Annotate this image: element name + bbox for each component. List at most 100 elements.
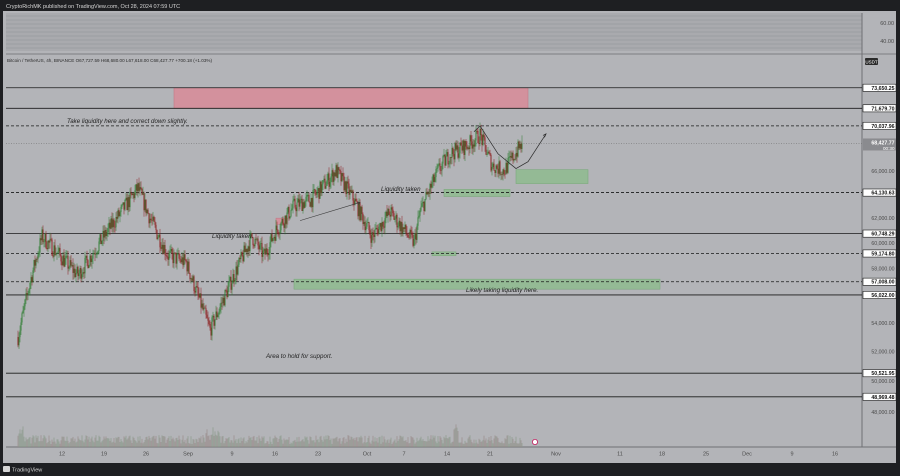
candle-body <box>226 290 228 298</box>
candle-body <box>483 134 485 138</box>
candle-body <box>295 207 297 212</box>
candle-body <box>322 180 324 185</box>
volume-bar <box>274 435 276 447</box>
volume-bar <box>361 437 363 447</box>
volume-bar <box>320 435 322 447</box>
candle-body <box>81 274 83 279</box>
volume-bar <box>45 438 47 447</box>
volume-bar <box>257 443 259 447</box>
volume-bar <box>336 436 338 447</box>
volume-bar <box>24 441 26 447</box>
volume-bar <box>40 435 42 447</box>
candle-body <box>34 260 36 266</box>
volume-bar <box>330 438 332 447</box>
candle-body <box>454 143 456 160</box>
volume-bar <box>459 442 461 447</box>
candle-body <box>163 245 165 254</box>
volume-bar <box>196 439 198 447</box>
candle-body <box>195 286 197 293</box>
candle-body <box>368 222 370 231</box>
time-tick-label: 14 <box>444 452 450 458</box>
volume-bar <box>489 440 491 447</box>
candle-body <box>455 143 457 150</box>
candle-body <box>298 198 300 207</box>
volume-bar <box>112 441 114 447</box>
level-label: 64,130.63 <box>871 191 894 197</box>
volume-bar <box>398 439 400 447</box>
candle-body <box>70 260 72 266</box>
candle-body <box>203 307 205 310</box>
candle-body <box>156 229 158 240</box>
volume-bar <box>73 440 75 447</box>
volume-bar <box>147 439 149 447</box>
candle-body <box>33 260 35 271</box>
candle-body <box>44 233 46 242</box>
volume-bar <box>59 443 61 447</box>
resistance-zone <box>173 87 529 109</box>
volume-bar <box>385 442 387 447</box>
volume-bar <box>259 438 261 447</box>
candle-body <box>155 224 157 230</box>
candle-body <box>154 221 156 225</box>
volume-bar <box>405 440 407 447</box>
volume-bar <box>357 441 359 447</box>
volume-bar <box>28 437 30 447</box>
volume-bar <box>164 436 166 447</box>
volume-bar <box>83 442 85 447</box>
candle-body <box>331 170 333 177</box>
candle-body <box>457 145 459 158</box>
candle-body <box>123 202 125 210</box>
volume-bar <box>96 440 98 447</box>
candle-body <box>427 192 429 195</box>
volume-bar <box>351 437 353 447</box>
candle-body <box>426 192 428 195</box>
candle-body <box>64 258 66 267</box>
candle-body <box>407 234 409 238</box>
candle-body <box>237 264 239 275</box>
candle-body <box>429 183 431 194</box>
candle-body <box>40 238 42 241</box>
candle-body <box>398 220 400 227</box>
candle-body <box>264 249 266 255</box>
volume-bar <box>160 442 162 447</box>
volume-bar <box>155 435 157 447</box>
candle-body <box>26 293 28 295</box>
volume-bar <box>168 436 170 447</box>
candle-body <box>418 215 420 218</box>
candle-body <box>320 181 322 194</box>
time-tick-label: 21 <box>487 452 493 458</box>
candle-body <box>170 249 172 252</box>
volume-bar <box>102 439 104 447</box>
volume-bar <box>140 442 142 447</box>
candle-body <box>453 154 455 160</box>
volume-bar <box>432 435 434 447</box>
candle-body <box>28 289 30 294</box>
volume-bar <box>158 435 160 447</box>
volume-bar <box>129 435 131 447</box>
volume-bar <box>270 441 272 447</box>
volume-bar <box>143 442 145 447</box>
candle-body <box>317 188 319 192</box>
volume-bar <box>138 440 140 447</box>
volume-bar <box>128 436 130 447</box>
candle-body <box>411 232 413 235</box>
candle-body <box>101 240 103 245</box>
volume-bar <box>515 436 517 447</box>
candle-body <box>367 222 369 224</box>
candle-body <box>57 251 59 253</box>
candle-body <box>245 248 247 253</box>
time-tick-label: Oct <box>363 452 372 458</box>
volume-bar <box>113 437 115 447</box>
volume-bar <box>291 443 293 447</box>
candle-body <box>212 315 214 318</box>
candle-body <box>17 336 19 346</box>
candle-body <box>292 200 294 209</box>
volume-bar <box>106 438 108 447</box>
volume-bar <box>287 439 289 447</box>
volume-bar <box>295 441 297 447</box>
volume-bar <box>109 440 111 447</box>
candle-body <box>267 252 269 256</box>
candle-body <box>269 242 271 254</box>
candle-body <box>289 216 291 219</box>
